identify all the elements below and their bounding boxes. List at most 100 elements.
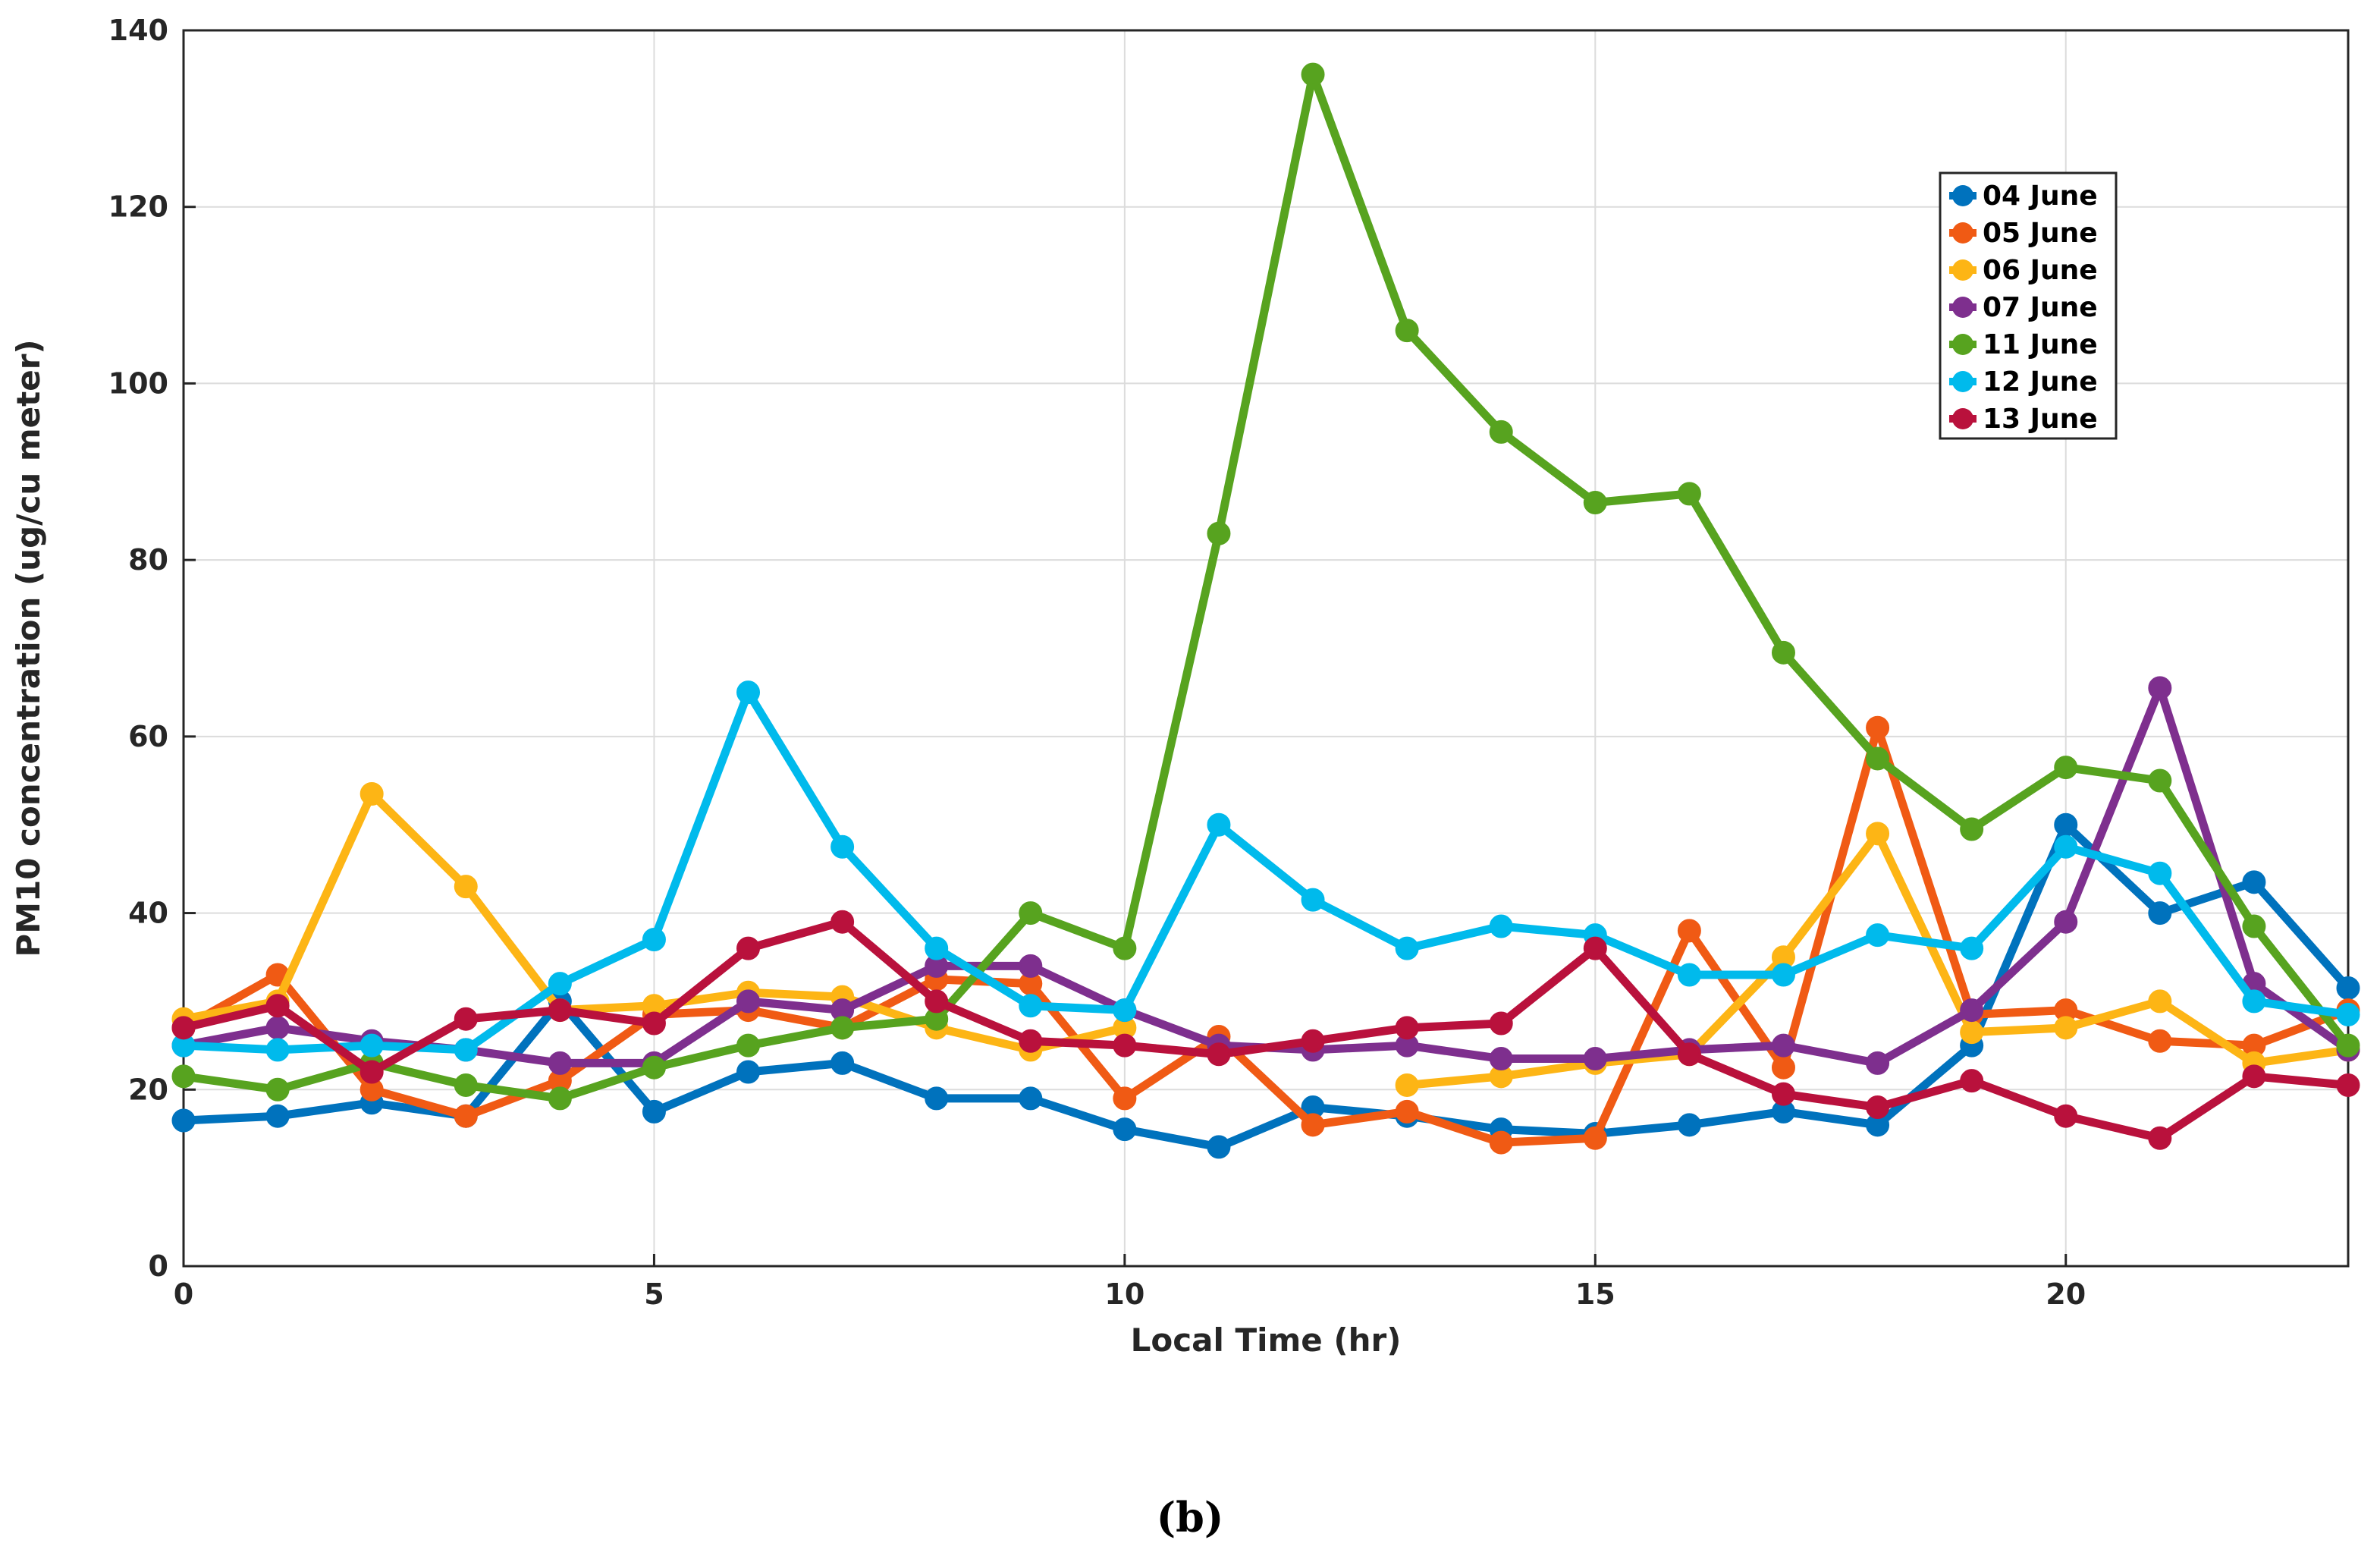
legend-label: 04 June: [1983, 181, 2098, 212]
data-point-13-june: [1395, 1016, 1419, 1040]
data-point-07-june: [1866, 1051, 1890, 1075]
data-point-05-june: [1489, 1130, 1513, 1155]
data-point-12-june: [360, 1033, 384, 1058]
data-point-11-june: [1489, 420, 1513, 444]
data-point-12-june: [1207, 812, 1231, 837]
y-tick-label: 100: [108, 366, 168, 400]
data-point-11-june: [642, 1055, 666, 1080]
series-line-11-june: [179, 70, 2353, 1103]
data-point-12-june: [265, 1038, 290, 1062]
data-point-05-june: [1583, 1126, 1607, 1150]
data-point-11-june: [2054, 756, 2078, 780]
data-point-06-june: [454, 875, 478, 899]
data-point-05-june: [1113, 1086, 1137, 1111]
legend-item-07-june: 07 June: [1949, 292, 2098, 323]
data-point-11-june: [1395, 319, 1419, 343]
data-point-07-june: [1489, 1047, 1513, 1071]
data-point-13-june: [265, 994, 290, 1018]
legend-swatch-marker: [1952, 408, 1973, 429]
x-tick-label: 20: [2046, 1278, 2086, 1311]
legend-swatch-marker: [1952, 222, 1973, 244]
legend-label: 12 June: [1983, 366, 2098, 398]
data-point-13-june: [171, 1016, 196, 1040]
data-point-11-june: [2148, 768, 2172, 793]
data-point-12-june: [2148, 861, 2172, 885]
data-point-04-june: [736, 1060, 761, 1084]
data-point-11-june: [1677, 482, 1701, 506]
data-point-06-june: [1866, 822, 1890, 846]
data-point-11-june: [1301, 62, 1325, 86]
x-tick-label: 0: [174, 1278, 193, 1311]
data-point-05-june: [1301, 1113, 1325, 1137]
data-point-04-june: [265, 1104, 290, 1128]
data-point-13-june: [454, 1007, 478, 1031]
legend-label: 13 June: [1983, 404, 2098, 435]
data-point-12-june: [925, 936, 949, 960]
data-point-04-june: [2242, 870, 2266, 894]
data-point-12-june: [1960, 936, 1984, 960]
legend-label: 05 June: [1983, 218, 2098, 249]
data-point-04-june: [2054, 812, 2078, 837]
data-point-13-june: [2148, 1126, 2172, 1150]
data-point-13-june: [1960, 1069, 1984, 1093]
data-point-13-june: [1019, 1029, 1043, 1053]
y-tick-label: 20: [128, 1073, 168, 1106]
y-tick-label: 60: [128, 720, 168, 753]
data-point-12-june: [454, 1038, 478, 1062]
data-point-07-june: [736, 989, 761, 1014]
data-point-07-june: [265, 1016, 290, 1040]
data-point-04-june: [830, 1051, 855, 1075]
x-tick-label: 5: [644, 1278, 664, 1311]
data-point-13-june: [830, 910, 855, 934]
data-point-11-june: [1771, 640, 1795, 665]
legend-label: 06 June: [1983, 255, 2098, 286]
data-point-12-june: [642, 927, 666, 951]
data-point-07-june: [1771, 1033, 1795, 1058]
data-point-04-june: [925, 1086, 949, 1111]
data-point-13-june: [1113, 1033, 1137, 1058]
legend-item-11-june: 11 June: [1949, 329, 2098, 360]
data-point-11-june: [2242, 914, 2266, 938]
data-point-11-june: [1019, 901, 1043, 926]
legend-label: 07 June: [1983, 292, 2098, 323]
legend-item-04-june: 04 June: [1949, 181, 2098, 212]
plot-area-frame: [182, 29, 2350, 1268]
data-point-13-june: [1677, 1042, 1701, 1067]
x-axis-label: Local Time (hr): [1131, 1322, 1402, 1359]
data-point-11-june: [736, 1033, 761, 1058]
data-point-12-june: [1395, 936, 1419, 960]
data-point-04-june: [2336, 976, 2360, 1000]
data-point-06-june: [360, 781, 384, 806]
data-point-12-june: [2054, 834, 2078, 859]
data-point-04-june: [1113, 1117, 1137, 1142]
data-point-07-june: [1019, 954, 1043, 978]
data-point-13-june: [1301, 1029, 1325, 1053]
series-line-04-june: [179, 820, 2353, 1152]
data-point-04-june: [1019, 1086, 1043, 1111]
y-tick-label: 120: [108, 190, 168, 224]
data-point-04-june: [1677, 1113, 1701, 1137]
series-11-june: [171, 62, 2360, 1111]
legend-swatch-marker: [1952, 297, 1973, 318]
data-point-13-june: [2336, 1073, 2360, 1097]
legend-swatch-marker: [1952, 334, 1973, 355]
data-point-13-june: [1771, 1082, 1795, 1106]
data-point-05-june: [1771, 1055, 1795, 1080]
data-point-05-june: [2148, 1029, 2172, 1053]
y-tick-label: 40: [128, 897, 168, 930]
data-point-11-june: [1866, 746, 1890, 771]
x-tick-label: 10: [1104, 1278, 1144, 1311]
data-point-11-june: [2336, 1033, 2360, 1058]
data-point-04-june: [171, 1108, 196, 1133]
data-point-12-june: [1771, 963, 1795, 987]
data-series: [171, 62, 2360, 1159]
x-tick-label: 15: [1575, 1278, 1615, 1311]
series-04-june: [171, 812, 2360, 1159]
data-point-13-june: [2242, 1064, 2266, 1089]
y-tick-label: 140: [108, 14, 168, 47]
data-point-12-june: [1866, 923, 1890, 948]
data-point-11-june: [171, 1064, 196, 1089]
data-point-05-june: [1395, 1099, 1419, 1124]
data-point-12-june: [1489, 914, 1513, 938]
legend-item-06-june: 06 June: [1949, 255, 2098, 286]
